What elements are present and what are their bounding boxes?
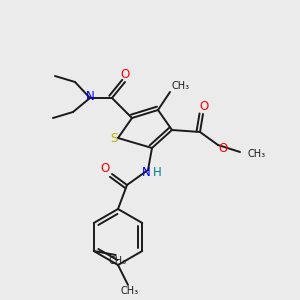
Text: CH₃: CH₃	[248, 149, 266, 159]
Text: H: H	[153, 166, 161, 178]
Text: N: N	[85, 89, 94, 103]
Text: O: O	[218, 142, 228, 154]
Text: O: O	[100, 161, 109, 175]
Text: CH₃: CH₃	[109, 256, 127, 266]
Text: CH₃: CH₃	[121, 286, 139, 296]
Text: O: O	[120, 68, 130, 82]
Text: N: N	[142, 166, 150, 178]
Text: O: O	[200, 100, 208, 113]
Text: CH₃: CH₃	[172, 81, 190, 91]
Text: S: S	[110, 131, 118, 145]
